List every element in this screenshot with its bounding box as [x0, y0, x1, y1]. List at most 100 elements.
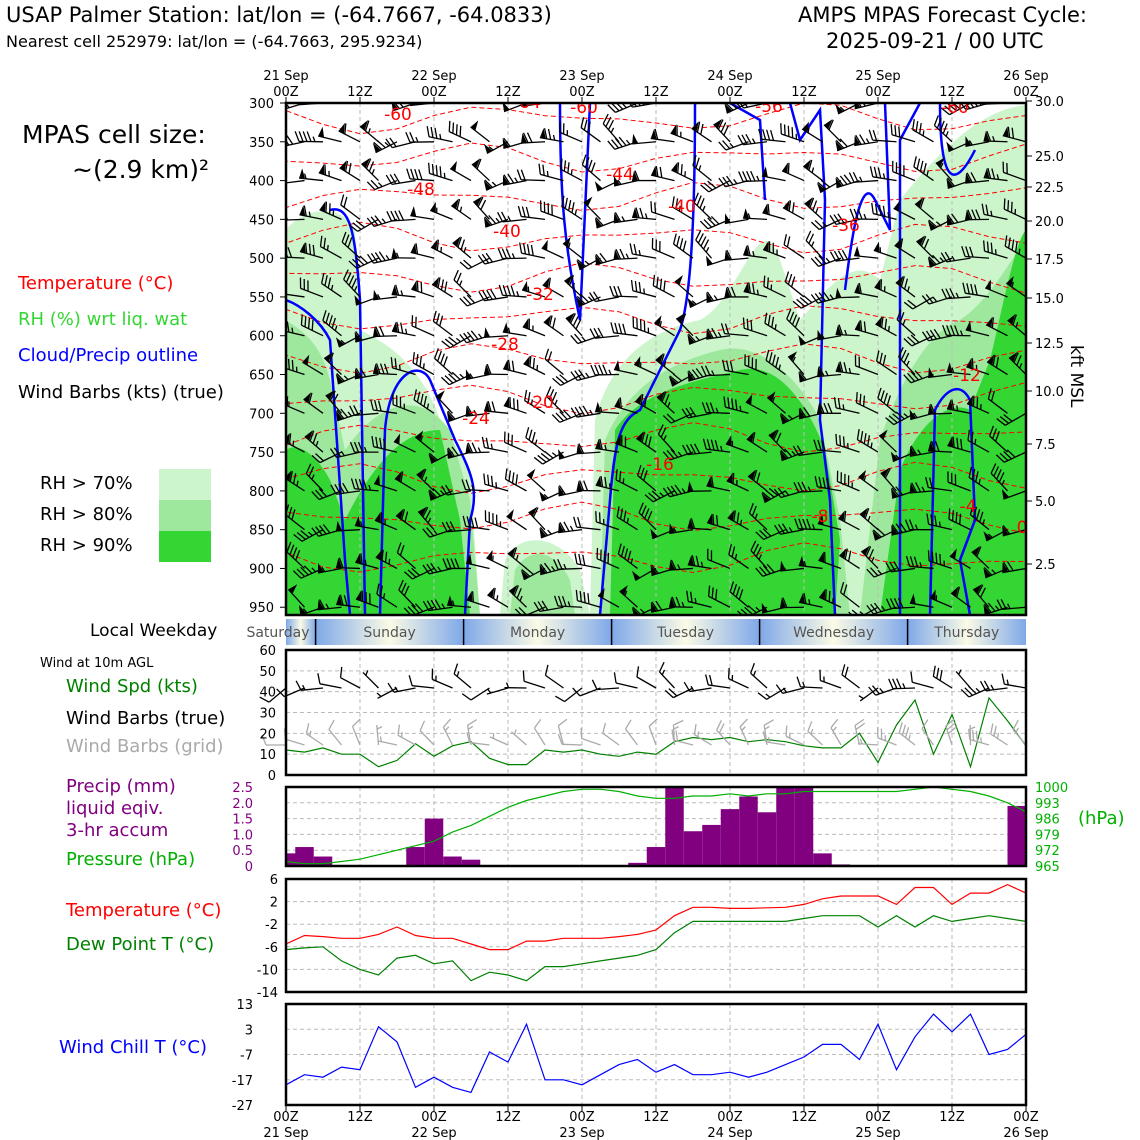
wind-barb-full — [578, 443, 585, 454]
wind-barb-full — [848, 611, 858, 615]
wind-barb-pennant — [354, 515, 361, 527]
wind-barb-pennant — [415, 430, 424, 441]
wind-barb-full — [515, 474, 518, 486]
wind-barb-full — [946, 325, 952, 336]
wind-barb-full — [654, 202, 657, 214]
wind-barb-full — [886, 395, 891, 406]
wind-barb-full — [605, 116, 612, 127]
wind-barb-full — [477, 254, 486, 265]
wind-barb-full — [808, 233, 815, 244]
wind-barb-staff — [965, 329, 990, 337]
wind-barb — [854, 320, 879, 337]
weekday-label: Sunday — [363, 625, 415, 641]
wind-barb-half — [400, 731, 403, 738]
wind-barb-half — [394, 686, 399, 692]
wind-barb-full — [477, 196, 484, 208]
wind-barb-half — [296, 480, 299, 487]
wind-barb — [484, 400, 509, 414]
wind-barb-full — [829, 215, 837, 225]
wind-barb-full — [699, 220, 709, 230]
wind-barb — [564, 274, 583, 298]
wind-barb — [553, 595, 583, 608]
wind-barb-full — [810, 294, 819, 304]
wind-barb-half — [471, 484, 475, 491]
wind-barb — [539, 128, 564, 143]
wind-barb-full — [947, 214, 955, 224]
wind-barb-staff — [373, 409, 398, 414]
wind-barb-staff — [430, 246, 453, 259]
wind-barb-full — [590, 364, 596, 376]
wind-barb-full — [758, 93, 762, 103]
wind-barb-full — [407, 606, 416, 615]
wind-barb-full — [820, 179, 831, 188]
wind-barb — [613, 248, 638, 261]
wind-barb-pennant — [949, 548, 957, 560]
forecast-cycle-date: 2025-09-21 / 00 UTC — [826, 29, 1044, 53]
wind-barb-full — [894, 89, 900, 100]
wind-barb-full — [813, 439, 818, 451]
wind-barb-half — [511, 253, 516, 259]
wind-barb-staff — [969, 738, 990, 746]
wind-barb-full — [383, 363, 389, 375]
wind-barb — [866, 567, 897, 578]
wind-barb-staff — [613, 295, 638, 298]
wind-barb-full — [746, 171, 752, 182]
wind-barb — [414, 430, 435, 453]
wind-barb-full — [599, 252, 608, 263]
wind-barb-full — [578, 406, 586, 417]
wind-barb — [613, 175, 638, 187]
wind-barb — [662, 484, 694, 498]
wind-barb-full — [819, 403, 825, 414]
wind-barb-staff — [392, 404, 416, 414]
wind-barb-half — [585, 372, 590, 378]
wind-barb-full — [639, 319, 642, 331]
wind-barb-full — [921, 719, 929, 729]
wind-barb-full — [668, 688, 678, 697]
pressure-tick-label: 979 — [1035, 828, 1060, 843]
wind-barb-full — [689, 406, 697, 417]
wind-barb — [765, 349, 786, 376]
wind-barb-full — [287, 358, 290, 370]
wind-barb-full — [835, 433, 838, 445]
wind-barb-half — [443, 172, 446, 179]
wind-barb-half — [795, 133, 798, 140]
wind-barb-full — [945, 718, 955, 727]
wind-barb-full — [621, 434, 623, 446]
wind-barb — [928, 367, 953, 379]
wind-barb-half — [673, 726, 679, 730]
wind-barb-full — [533, 718, 542, 729]
wind-barb-full — [907, 372, 916, 382]
wind-barb-staff — [966, 402, 990, 414]
wind-barb — [706, 291, 731, 303]
wind-barb-half — [694, 597, 697, 604]
wind-barb-half — [659, 321, 662, 327]
wind-barb — [555, 687, 583, 703]
wind-barb-half — [788, 527, 793, 533]
wind-barb — [483, 363, 509, 376]
wind-barb-full — [348, 275, 355, 286]
wind-barb-half — [914, 524, 919, 530]
wind-barb-pennant — [335, 337, 345, 347]
wind-barb-full — [299, 277, 302, 289]
wind-barb-full — [855, 391, 858, 403]
wind-barb-full — [627, 550, 632, 562]
wind-barb-staff — [564, 280, 583, 298]
wind-barb-staff — [830, 727, 842, 746]
wind-barb — [724, 213, 749, 225]
wind-barb-half — [420, 436, 424, 442]
wind-barb-full — [1012, 719, 1019, 730]
wind-barb-staff — [391, 330, 416, 337]
wind-barb — [502, 173, 527, 186]
wind-barb-half — [513, 729, 517, 735]
wind-barb — [543, 314, 564, 337]
wind-barb-full — [768, 352, 773, 363]
wind-barb-half — [495, 217, 500, 223]
wind-barb-half — [492, 733, 495, 739]
wind-barb-pennant — [819, 588, 826, 600]
wind-barb-full — [359, 255, 369, 264]
wind-barb-half — [681, 601, 685, 608]
wind-barb — [890, 123, 916, 143]
wind-barb-full — [343, 269, 349, 280]
wind-barb — [348, 255, 379, 269]
wind-barb — [410, 243, 435, 259]
